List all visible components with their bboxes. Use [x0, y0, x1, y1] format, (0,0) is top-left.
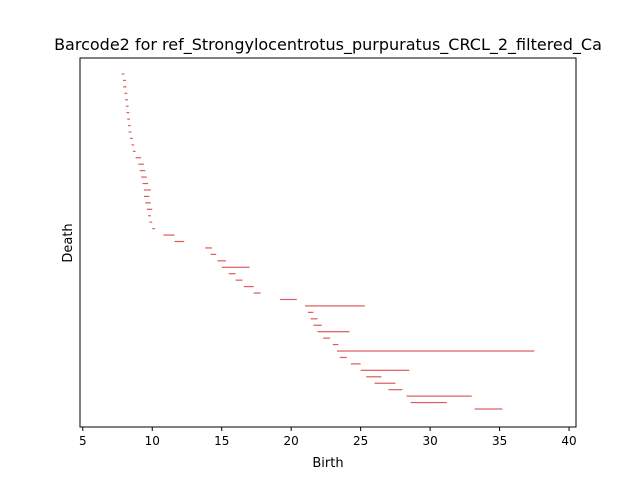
barcode-bar [121, 73, 125, 75]
barcode-bar [360, 369, 410, 371]
barcode-bar [337, 350, 535, 352]
barcode-bar [280, 298, 297, 301]
bars-group [121, 73, 535, 410]
barcode-bar [152, 228, 156, 230]
x-tick-label: 30 [422, 434, 437, 448]
barcode-bar [217, 260, 226, 262]
barcode-bar [128, 131, 132, 133]
barcode-bar [125, 105, 129, 107]
barcode-bar [305, 305, 365, 307]
barcode-bar [127, 118, 131, 120]
barcode-bar [221, 266, 250, 268]
barcode-bar [149, 221, 153, 223]
barcode-bar [410, 401, 447, 404]
barcode-bar [406, 395, 472, 397]
barcode-bar [131, 144, 135, 146]
barcode-bar [310, 318, 318, 320]
barcode-bar [388, 389, 403, 391]
x-tick-label: 35 [492, 434, 507, 448]
barcode-bar [253, 292, 261, 294]
barcode-bar [139, 170, 146, 172]
barcode-bar [210, 253, 217, 255]
barcode-bar [366, 376, 382, 378]
x-axis-label: Birth [312, 456, 343, 471]
barcode-bar [228, 273, 236, 275]
barcode-bar [125, 99, 128, 101]
barcode-bar [205, 247, 212, 249]
barcode-bar [174, 240, 185, 243]
barcode-bar [313, 324, 322, 326]
barcode-bar [307, 311, 314, 313]
barcode-bar [130, 137, 133, 140]
barcode-bar [135, 157, 142, 159]
barcode-bar [474, 408, 503, 410]
x-tick-label: 25 [353, 434, 368, 448]
chart-title: Barcode2 for ref_Strongylocentrotus_purp… [54, 35, 602, 55]
barcode-bar [374, 382, 396, 384]
barcode-bar [143, 189, 151, 191]
barcode-bar [163, 234, 175, 236]
barcode-bar [123, 79, 126, 82]
x-tick-label: 5 [79, 434, 87, 448]
barcode-bar [317, 331, 350, 333]
barcode-bar [142, 182, 149, 185]
barcode-bar [138, 163, 144, 165]
barcode-bar [332, 343, 339, 346]
barcode-bar [235, 279, 243, 281]
barcode-bar [124, 92, 128, 94]
barcode-bar [339, 356, 347, 359]
barcode-bar [350, 363, 361, 365]
x-tick-label: 10 [145, 434, 160, 448]
barcode-bar [141, 176, 147, 178]
x-tick-label: 40 [561, 434, 576, 448]
y-axis-label: Death [61, 223, 76, 262]
barcode-bar [145, 202, 151, 204]
barcode-bar [146, 208, 153, 210]
barcode-bar [132, 150, 136, 152]
x-tick-label: 15 [214, 434, 229, 448]
x-tick-label: 20 [284, 434, 299, 448]
barcode-bar [323, 337, 331, 339]
barcode-bar [143, 195, 150, 198]
barcode-bar [127, 124, 131, 127]
barcode-bar [243, 285, 254, 288]
x-axis-ticks: 5 10 15 20 25 30 35 40 [79, 427, 577, 448]
plot-frame [79, 57, 577, 428]
barcode-bar [148, 215, 151, 217]
barcode-bar [126, 112, 130, 114]
barcode-bar [123, 86, 127, 88]
